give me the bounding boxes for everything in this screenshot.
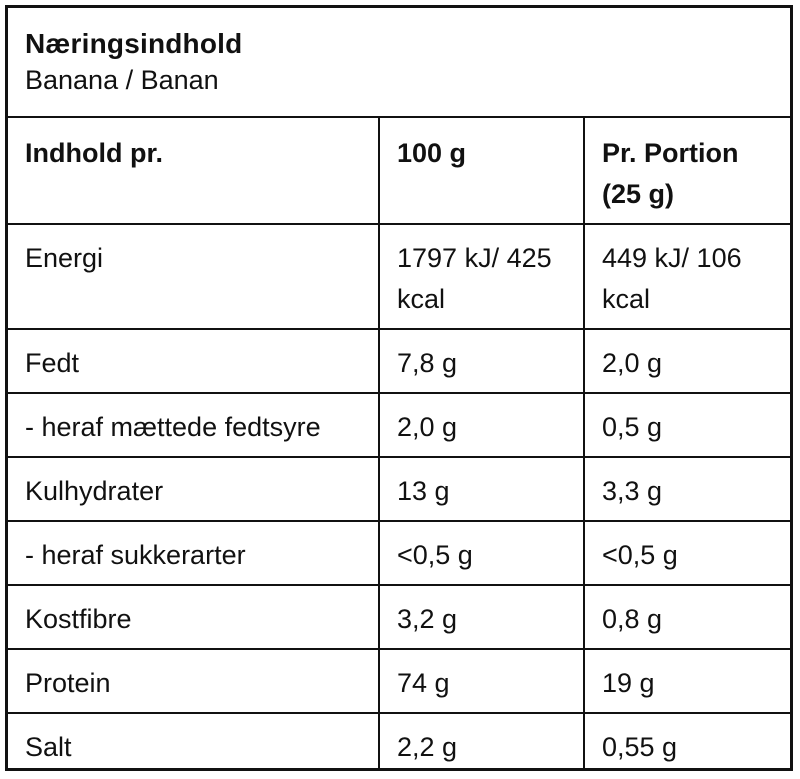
table-row-fedt: Fedt 7,8 g 2,0 g (8, 328, 790, 394)
nutrient-label: Salt (8, 712, 380, 768)
nutrition-table: Indhold pr. 100 g Pr. Portion (25 g) Ene… (8, 118, 790, 768)
value-per-portion: 2,0 g (583, 328, 790, 394)
nutrient-label: Protein (8, 648, 380, 714)
table-row-maettede-fedtsyre: - heraf mættede fedtsyre 2,0 g 0,5 g (8, 392, 790, 458)
table-row-energi: Energi 1797 kJ/ 425 kcal 449 kJ/ 106 kca… (8, 223, 790, 330)
nutrient-label: Fedt (8, 328, 380, 394)
value-per-100g: 74 g (378, 648, 585, 714)
value-per-100g: 3,2 g (378, 584, 585, 650)
product-name: Banana / Banan (25, 65, 219, 95)
label-title: Næringsindhold (25, 28, 243, 59)
value-per-portion: 19 g (583, 648, 790, 714)
value-per-portion: 449 kJ/ 106 kcal (583, 223, 790, 330)
table-header-row: Indhold pr. 100 g Pr. Portion (25 g) (8, 118, 790, 225)
table-row-kostfibre: Kostfibre 3,2 g 0,8 g (8, 584, 790, 650)
nutrient-label: - heraf sukkerarter (8, 520, 380, 586)
value-per-portion: 0,5 g (583, 392, 790, 458)
column-header-indhold: Indhold pr. (8, 118, 380, 225)
nutrient-label: Kulhydrater (8, 456, 380, 522)
value-per-portion: 3,3 g (583, 456, 790, 522)
value-per-100g: 2,2 g (378, 712, 585, 768)
value-per-portion: 0,8 g (583, 584, 790, 650)
value-per-portion: 0,55 g (583, 712, 790, 768)
table-row-sukkerarter: - heraf sukkerarter <0,5 g <0,5 g (8, 520, 790, 586)
label-header: Næringsindhold Banana / Banan (8, 8, 790, 118)
nutrient-label: - heraf mættede fedtsyre (8, 392, 380, 458)
value-per-100g: 2,0 g (378, 392, 585, 458)
nutrient-label: Kostfibre (8, 584, 380, 650)
table-row-kulhydrater: Kulhydrater 13 g 3,3 g (8, 456, 790, 522)
table-row-salt: Salt 2,2 g 0,55 g (8, 712, 790, 768)
column-header-100g: 100 g (378, 118, 585, 225)
value-per-portion: <0,5 g (583, 520, 790, 586)
value-per-100g: 13 g (378, 456, 585, 522)
value-per-100g: 1797 kJ/ 425 kcal (378, 223, 585, 330)
value-per-100g: 7,8 g (378, 328, 585, 394)
value-per-100g: <0,5 g (378, 520, 585, 586)
column-header-portion: Pr. Portion (25 g) (583, 118, 790, 225)
nutrient-label: Energi (8, 223, 380, 330)
nutrition-label-sheet: Næringsindhold Banana / Banan Indhold pr… (5, 5, 793, 771)
table-row-protein: Protein 74 g 19 g (8, 648, 790, 714)
